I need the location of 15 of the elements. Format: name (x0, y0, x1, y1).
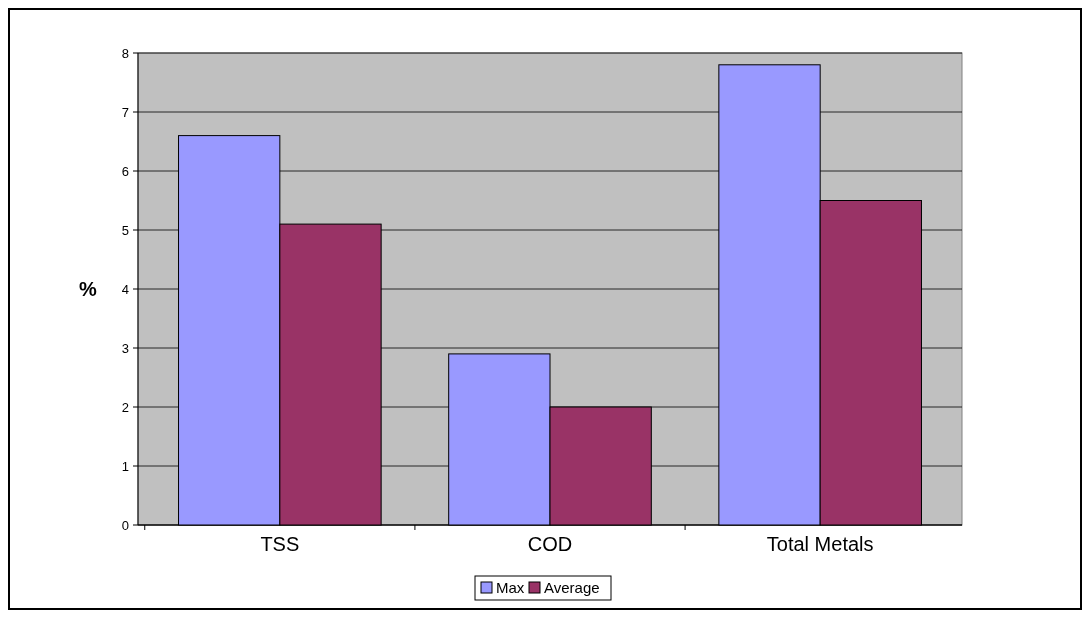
legend-label: Average (544, 579, 600, 597)
y-tick-label: 4 (121, 281, 129, 297)
y-axis-title: % (79, 278, 98, 300)
x-tick-label: TSS (260, 533, 300, 555)
legend-label: Max (496, 579, 525, 597)
y-tick-label: 1 (121, 458, 129, 474)
y-tick-label: 5 (121, 222, 129, 238)
y-tick-label: 7 (121, 104, 129, 120)
y-tick-label: 2 (121, 399, 129, 415)
y-tick-label: 3 (121, 340, 129, 356)
y-tick-label: 8 (121, 45, 129, 61)
x-tick-label: COD (527, 533, 573, 555)
x-tick-label: Total Metals (766, 533, 874, 555)
y-tick-label: 0 (121, 517, 129, 533)
y-tick-label: 6 (121, 163, 129, 179)
